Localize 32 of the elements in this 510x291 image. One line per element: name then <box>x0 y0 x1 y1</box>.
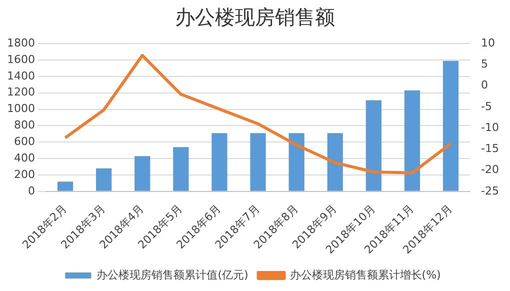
bar <box>57 182 74 191</box>
y-tick-label: 1200 <box>6 86 35 99</box>
y-tick-label: 1800 <box>6 36 35 50</box>
legend-label: 办公楼现房销售额累计值(亿元) <box>96 268 248 282</box>
y2-tick-label: -5 <box>481 100 492 113</box>
bar <box>96 168 112 191</box>
y-tick-label: 1000 <box>6 102 35 116</box>
bar <box>134 156 150 191</box>
y-tick-label: 600 <box>14 135 35 148</box>
y-tick-label: 200 <box>14 168 35 181</box>
y2-tick-label: 0 <box>481 78 488 92</box>
bar <box>404 90 420 191</box>
y-tick-label: 400 <box>14 151 35 164</box>
y2-tick-label: 5 <box>481 58 488 71</box>
y-tick-label: 1600 <box>6 52 35 66</box>
bar <box>173 147 189 191</box>
bar <box>288 133 304 191</box>
legend-label: 办公楼现房销售额累计增长(%) <box>290 268 441 282</box>
y-tick-label: 1400 <box>6 69 35 82</box>
bar <box>327 133 343 191</box>
y2-tick-label: -10 <box>481 120 499 134</box>
bar <box>212 133 228 191</box>
bar <box>442 60 459 191</box>
y-tick-label: 0 <box>28 184 35 198</box>
bar <box>366 100 382 191</box>
chart-title: 办公楼现房销售额 <box>174 4 336 31</box>
y2-tick-label: -25 <box>481 184 499 198</box>
y2-tick-label: -15 <box>481 142 499 156</box>
y2-tick-label: -20 <box>481 163 499 176</box>
bar <box>250 133 266 191</box>
y-tick-label: 800 <box>14 118 35 132</box>
y2-tick-label: 10 <box>481 36 496 50</box>
